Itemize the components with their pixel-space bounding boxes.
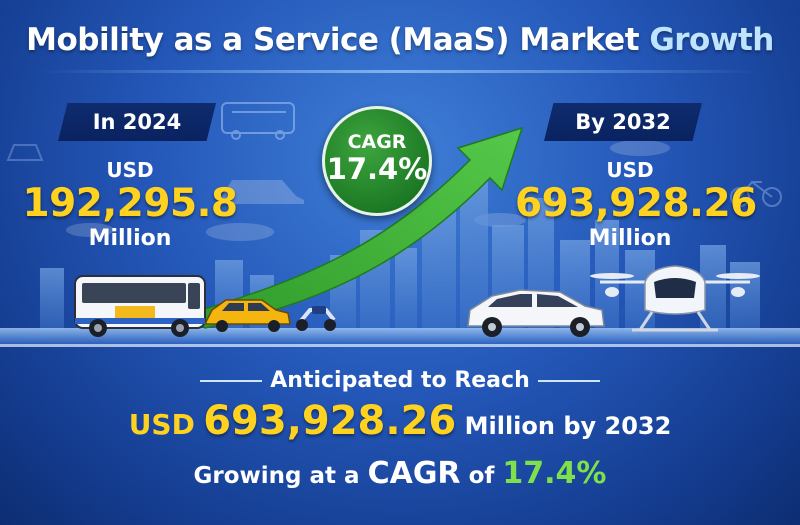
forecast-line: USD 693,928.26 Million by 2032	[0, 398, 800, 444]
bus-icon	[74, 275, 206, 337]
stat-2032-unit: Million	[588, 226, 672, 251]
title-main: Mobility as a Service (MaaS) Market	[26, 22, 640, 58]
car-silhouette-left	[6, 144, 44, 161]
growth-line: Growing at a CAGR of 17.4%	[0, 456, 800, 491]
bus-silhouette	[221, 102, 295, 140]
title-accent: Growth	[649, 22, 774, 58]
growth-prefix: Growing at a	[193, 463, 360, 489]
drone-taxi-icon	[590, 265, 760, 332]
forecast-value: 693,928.26	[203, 398, 457, 444]
year-tag-2032: By 2032	[544, 103, 702, 141]
forecast-tail: Million by 2032	[464, 412, 672, 440]
cagr-badge-label: CAGR	[347, 131, 407, 153]
growth-percent: 17.4%	[502, 456, 607, 491]
stat-2024-value: 192,295.8	[22, 181, 238, 226]
road	[0, 328, 800, 347]
car-silhouette	[220, 180, 304, 204]
cagr-badge-value: 17.4%	[326, 152, 428, 186]
year-tag-2024: In 2024	[58, 103, 216, 141]
forecast-currency: USD	[128, 408, 195, 441]
bicycle-icon	[730, 180, 782, 207]
scooter-icon	[296, 306, 336, 331]
growth-cagr-word: CAGR	[367, 456, 461, 491]
stat-2032-value: 693,928.26	[515, 181, 757, 226]
stat-2032-currency: USD	[606, 158, 654, 182]
stat-2032: USD 693,928.26 Million	[515, 158, 757, 251]
anticipated-heading: Anticipated to Reach	[270, 368, 530, 393]
growth-of: of	[468, 463, 495, 489]
taxi-icon	[205, 299, 291, 332]
stat-2024: USD 192,295.8 Million	[20, 158, 240, 251]
stat-2024-unit: Million	[88, 226, 172, 251]
title-underline	[40, 70, 760, 73]
stat-2024-currency: USD	[106, 158, 154, 182]
page-title: Mobility as a Service (MaaS) Market Grow…	[0, 22, 800, 58]
car-icon	[467, 289, 605, 337]
cagr-badge: CAGR 17.4%	[322, 106, 432, 216]
